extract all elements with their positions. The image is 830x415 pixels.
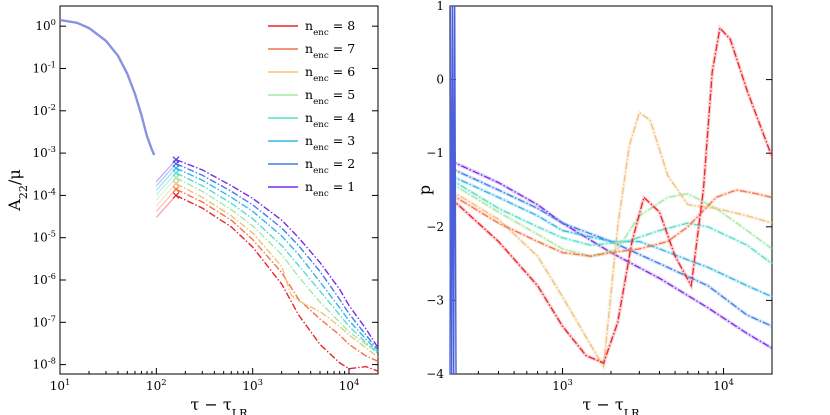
- left-plot-frame: [59, 5, 379, 375]
- legend-label-n8: nenc = 8: [305, 18, 355, 38]
- series-line-n5: [175, 177, 379, 353]
- right-series-line-n_enc = 3: [449, 174, 773, 298]
- right-series-line-n_enc = 7: [449, 189, 773, 257]
- right-series: [448, 5, 774, 375]
- right-panel-p: 103 104 1 0 −1 −2 −3 −4 τ − τLR p: [415, 0, 774, 415]
- series-line-n2: [175, 163, 379, 351]
- series-marker-n7: [172, 185, 180, 193]
- series-line-n1: [175, 158, 379, 349]
- left-series: [59, 18, 379, 372]
- legend-label-n7: nenc = 7: [305, 41, 355, 61]
- left-x-tick-label: 103: [242, 377, 263, 393]
- series-transition-1: [155, 159, 177, 183]
- series-line-n8: [175, 194, 379, 372]
- right-early-spike: [449, 5, 457, 375]
- series-transition-4: [155, 172, 177, 196]
- series-transition-5: [155, 177, 177, 201]
- series-transition-8: [155, 195, 177, 218]
- series-transition-3: [155, 167, 177, 191]
- left-y-tick-label: 100: [35, 17, 56, 33]
- left-x-tick-label: 104: [339, 377, 360, 393]
- legend-label-n6: nenc = 6: [305, 64, 355, 84]
- legend-label-n3: nenc = 3: [305, 133, 355, 153]
- right-y-tick-label: 0: [436, 73, 444, 87]
- right-y-tick-label: −4: [426, 367, 444, 381]
- left-y-tick-label: 10-4: [33, 186, 56, 202]
- legend: nenc = 8 nenc = 7 nenc = 6 nenc = 5 nenc = 4…: [268, 18, 355, 199]
- left-y-tick-label: 10-8: [33, 356, 56, 372]
- left-x-tick-label: 102: [146, 377, 167, 393]
- right-series-line-n_enc = 5: [449, 182, 773, 257]
- legend-label-n1: nenc = 1: [305, 179, 355, 199]
- right-series-line-n_enc = 6: [449, 111, 773, 369]
- left-ticks: 101 102 103 104 100 10-1 10-2 10-3 10-4 10-5 10-6 1…: [33, 17, 379, 393]
- right-x-tick-label: 103: [552, 377, 573, 393]
- legend-label-n5: nenc = 5: [305, 87, 355, 107]
- right-series-line-n_enc = 8: [449, 26, 773, 364]
- right-y-axis-label: p: [415, 185, 434, 195]
- right-x-tick-label: 104: [713, 377, 734, 393]
- series-marker-n8: [172, 191, 180, 199]
- legend-label-n4: nenc = 4: [305, 110, 355, 130]
- left-y-tick-label: 10-5: [33, 229, 56, 245]
- right-y-tick-label: −1: [426, 146, 444, 160]
- left-y-tick-label: 10-1: [33, 59, 56, 75]
- left-y-axis-label: A22/μ: [5, 169, 30, 212]
- left-y-tick-label: 10-7: [33, 313, 56, 329]
- series-marker-n6: [172, 180, 180, 188]
- series-line-n7: [175, 188, 379, 362]
- series-marker-n1: [172, 156, 180, 164]
- right-series-line-n_enc = 1: [449, 160, 773, 349]
- series-line-n4: [175, 172, 379, 355]
- left-y-tick-label: 10-2: [33, 102, 56, 118]
- series-line-n3: [175, 167, 379, 353]
- left-y-tick-label: 10-3: [33, 144, 56, 160]
- left-panel-amplitude: 101 102 103 104 100 10-1 10-2 10-3 10-4 10-5 10-6 1…: [5, 5, 379, 415]
- series-marker-n5: [172, 174, 180, 182]
- right-y-tick-label: 1: [436, 0, 444, 13]
- right-x-axis-label: τ − τLR: [582, 395, 640, 415]
- right-y-tick-label: −3: [426, 293, 444, 307]
- series-transition-2: [155, 163, 177, 187]
- left-x-tick-label: 101: [50, 377, 71, 393]
- legend-label-n2: nenc = 2: [305, 156, 355, 176]
- series-transition-7: [155, 188, 177, 212]
- series-line-n6: [175, 182, 379, 358]
- left-x-axis-label: τ − τLR: [190, 395, 248, 415]
- series-merger-line: [59, 18, 156, 156]
- series-transition-6: [155, 183, 177, 207]
- right-y-tick-label: −2: [426, 220, 444, 234]
- left-y-tick-label: 10-6: [33, 271, 56, 287]
- right-series-line-n_enc = 4: [449, 178, 773, 265]
